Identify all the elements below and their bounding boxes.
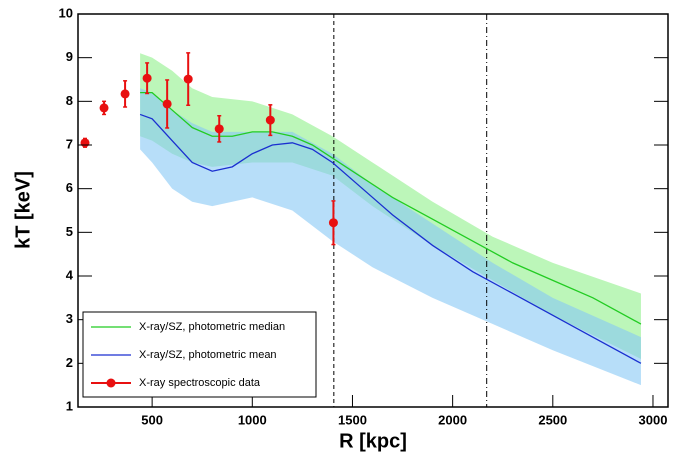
y-tick-label: 2	[66, 355, 73, 370]
y-axis-label: kT [keV]	[12, 171, 34, 249]
y-tick-label: 6	[66, 180, 73, 195]
legend-label: X-ray spectroscopic data	[139, 377, 261, 389]
line	[140, 91, 642, 325]
data-point	[265, 115, 275, 125]
data-point	[80, 138, 90, 148]
data-point	[142, 73, 152, 83]
x-tick-label: 3000	[639, 412, 668, 427]
y-tick-label: 1	[66, 398, 73, 413]
x-tick-label: 2500	[538, 412, 567, 427]
x-axis-label: R [kpc]	[339, 430, 407, 452]
x-tick-label: 1500	[338, 412, 367, 427]
data-point	[162, 99, 172, 109]
y-tick-label: 3	[66, 311, 73, 326]
x-tick-label: 500	[141, 412, 163, 427]
x-tick-label: 2000	[438, 412, 467, 427]
legend-label: X-ray/SZ, photometric mean	[139, 349, 277, 361]
legend-label: X-ray/SZ, photometric median	[139, 321, 285, 333]
data-point	[120, 89, 130, 99]
y-tick-label: 4	[66, 267, 74, 282]
data-point	[214, 124, 224, 134]
y-tick-label: 8	[66, 93, 73, 108]
error-band	[140, 88, 641, 386]
legend-swatch	[106, 378, 116, 388]
y-tick-label: 10	[59, 5, 73, 20]
data-point	[328, 218, 338, 228]
x-tick-label: 1000	[238, 412, 267, 427]
plot-frame	[77, 13, 669, 408]
data-point	[99, 103, 109, 113]
line	[139, 113, 642, 364]
y-tick-label: 7	[66, 136, 73, 151]
y-tick-label: 9	[66, 49, 73, 64]
data-point	[183, 74, 193, 84]
y-tick-label: 5	[66, 224, 73, 239]
